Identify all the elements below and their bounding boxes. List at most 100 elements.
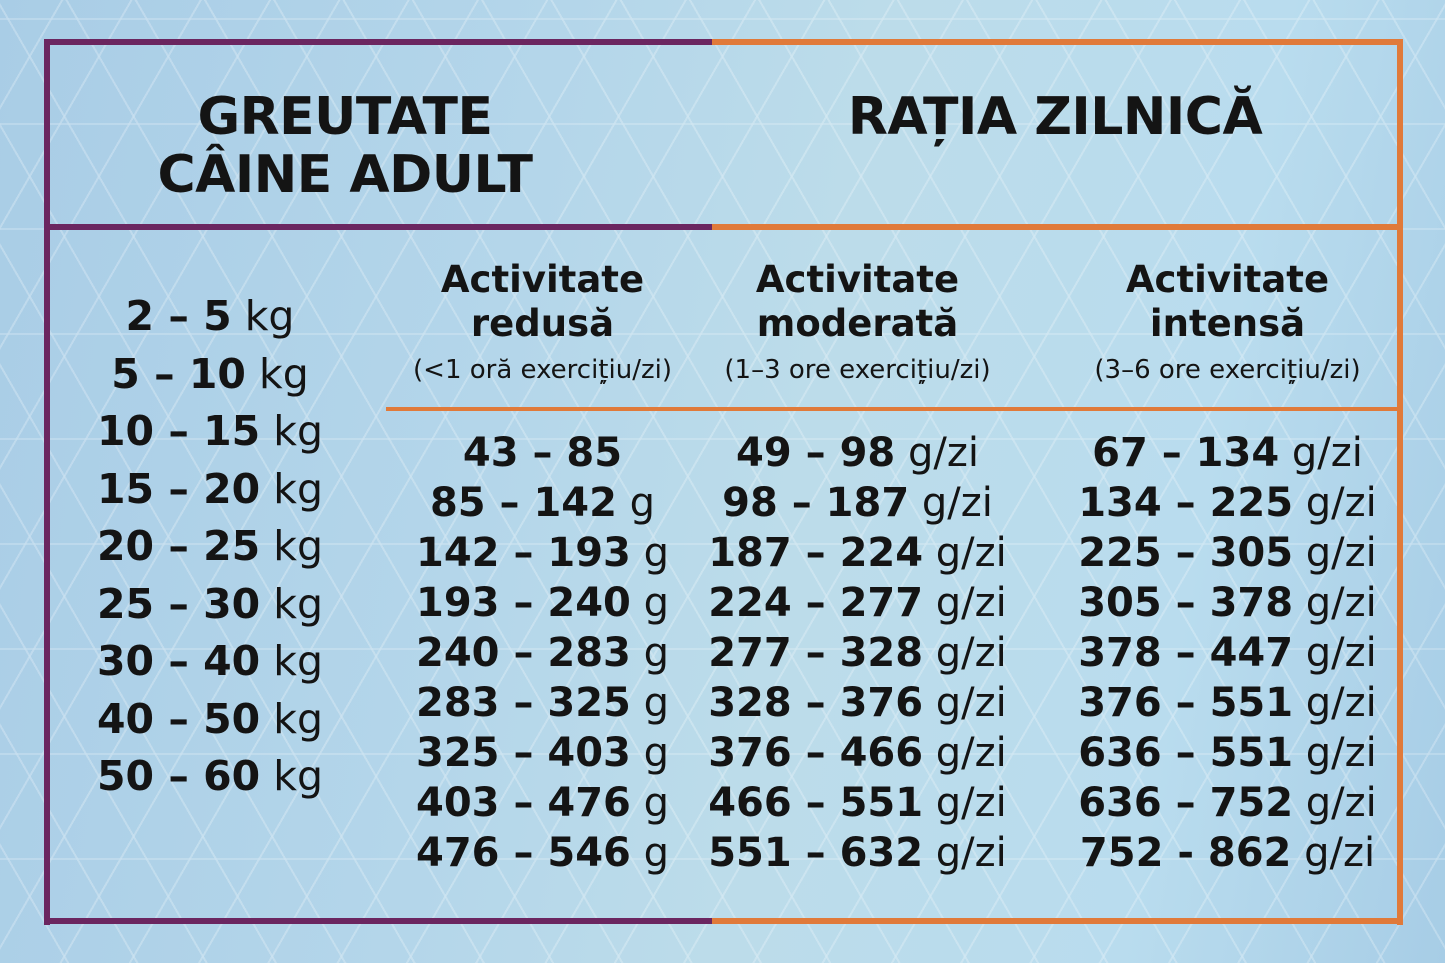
- range-value: 378 – 447: [1078, 630, 1294, 676]
- ration-row: 49 – 98 g/zi: [690, 428, 1025, 478]
- unit-label: g/zi: [935, 630, 1007, 676]
- unit-label: g/zi: [935, 830, 1007, 876]
- frame-mid-left: [44, 224, 712, 230]
- unit-label: g: [643, 680, 669, 726]
- range-value: 187 – 224: [708, 530, 924, 576]
- ration-row: 378 – 447 g/zi: [1055, 628, 1400, 678]
- ration-row: 240 – 283 g: [385, 628, 700, 678]
- ration-row: 98 – 187 g/zi: [690, 478, 1025, 528]
- ration-row: 283 – 325 g: [385, 678, 700, 728]
- ration-row: 476 – 546 g: [385, 828, 700, 878]
- range-value: 476 – 546: [416, 830, 631, 876]
- range-value: 5 – 10: [111, 349, 246, 398]
- frame-mid-right: [712, 224, 1403, 230]
- ration-row: 225 – 305 g/zi: [1055, 528, 1400, 578]
- column-title-line2: redusă: [470, 302, 615, 345]
- column-title-line1: Activitate: [755, 258, 960, 301]
- frame-top-left: [44, 39, 712, 45]
- unit-label: g/zi: [935, 530, 1007, 576]
- ration-row: 403 – 476 g: [385, 778, 700, 828]
- range-value: 134 – 225: [1078, 480, 1294, 526]
- column-title-line1: Activitate: [440, 258, 645, 301]
- column-subtitle: (3–6 ore exerciț̦iu/zi): [1094, 355, 1361, 385]
- ration-row: 142 – 193 g: [385, 528, 700, 578]
- weight-header-line2: CÂINE ADULT: [157, 145, 533, 206]
- range-value: 551 – 632: [708, 830, 924, 876]
- weight-list: 2 – 5 kg 5 – 10 kg 10 – 15 kg 15 – 20 kg 20 …: [60, 288, 360, 806]
- range-value: 25 – 30: [97, 579, 261, 628]
- range-value: 376 – 466: [708, 730, 924, 776]
- ration-row: 224 – 277 g/zi: [690, 578, 1025, 628]
- range-value: 49 – 98: [736, 430, 896, 476]
- unit-label: kg: [273, 694, 323, 743]
- ration-row: 328 – 376 g/zi: [690, 678, 1025, 728]
- weight-row: 5 – 10 kg: [60, 346, 360, 404]
- range-value: 283 – 325: [416, 680, 631, 726]
- unit-label: g/zi: [921, 480, 993, 526]
- unit-label: g/zi: [935, 580, 1007, 626]
- ration-row: 277 – 328 g/zi: [690, 628, 1025, 678]
- range-value: 10 – 15: [97, 407, 261, 455]
- unit-label: kg: [273, 637, 323, 685]
- range-value: 40 – 50: [97, 694, 261, 743]
- range-value: 636 – 752: [1078, 780, 1294, 826]
- range-value: 403 – 476: [416, 780, 631, 826]
- column-title-line1: Activitate: [1125, 258, 1330, 301]
- range-value: 2 – 5: [125, 292, 232, 340]
- unit-label: g/zi: [935, 780, 1007, 826]
- unit-label: kg: [273, 752, 323, 800]
- column-header-low: Activitate redusă (<1 oră exerciț̦iu/zi): [385, 258, 700, 394]
- range-value: 376 – 551: [1078, 680, 1294, 726]
- weight-row: 40 – 50 kg: [60, 691, 360, 749]
- range-value: 193 – 240: [416, 580, 631, 626]
- unit-label: kg: [273, 522, 323, 570]
- unit-label: g: [629, 480, 656, 526]
- unit-label: g/zi: [1305, 580, 1377, 626]
- unit-label: g/zi: [1305, 630, 1377, 676]
- range-value: 225 – 305: [1078, 530, 1294, 576]
- unit-label: g: [643, 580, 669, 626]
- unit-label: g/zi: [1304, 830, 1376, 876]
- frame-bottom-right: [712, 918, 1403, 924]
- column-title-line2: intensă: [1149, 302, 1306, 345]
- frame-top-right: [712, 39, 1403, 45]
- ration-row: 551 – 632 g/zi: [690, 828, 1025, 878]
- weight-row: 20 – 25 kg: [60, 518, 360, 576]
- range-value: 224 – 277: [708, 580, 924, 626]
- range-value: 15 – 20: [97, 464, 261, 513]
- column-values-low: 43 – 85 85 – 142 g 142 – 193 g 193 – 240 g…: [385, 428, 700, 878]
- range-value: 67 – 134: [1092, 430, 1280, 476]
- daily-ration-title: RAȚIA ZILNICĂ: [847, 87, 1263, 147]
- unit-label: g: [643, 830, 669, 876]
- ration-row: 305 – 378 g/zi: [1055, 578, 1400, 628]
- weight-row: 30 – 40 kg: [60, 633, 360, 691]
- weight-row: 50 – 60 kg: [60, 748, 360, 806]
- unit-label: g/zi: [1305, 780, 1377, 826]
- unit-label: g: [643, 730, 669, 776]
- weight-row: 25 – 30 kg: [60, 576, 360, 634]
- frame-left: [44, 39, 50, 925]
- unit-label: g/zi: [935, 680, 1007, 726]
- ration-row: 376 – 466 g/zi: [690, 728, 1025, 778]
- unit-label: kg: [273, 464, 323, 513]
- ration-row: 466 – 551 g/zi: [690, 778, 1025, 828]
- ration-row: 193 – 240 g: [385, 578, 700, 628]
- range-value: 30 – 40: [97, 637, 261, 685]
- unit-label: kg: [258, 349, 309, 398]
- column-title-line2: moderată: [756, 302, 959, 345]
- range-value: 325 – 403: [416, 730, 631, 776]
- column-values-moderate: 49 – 98 g/zi 98 – 187 g/zi 187 – 224 g/zi 2…: [690, 428, 1025, 878]
- ration-row: 636 – 752 g/zi: [1055, 778, 1400, 828]
- range-value: 466 – 551: [708, 780, 924, 826]
- weight-row: 10 – 15 kg: [60, 403, 360, 461]
- unit-label: kg: [244, 292, 295, 340]
- range-value: 752 - 862: [1079, 830, 1292, 876]
- range-value: 240 – 283: [416, 630, 631, 676]
- ration-row: 187 – 224 g/zi: [690, 528, 1025, 578]
- weight-header-line1: GREUTATE: [197, 87, 493, 147]
- frame-right: [1397, 39, 1403, 925]
- unit-label: g/zi: [907, 430, 979, 476]
- ration-row: 85 – 142 g: [385, 478, 700, 528]
- ration-row: 43 – 85: [385, 428, 700, 478]
